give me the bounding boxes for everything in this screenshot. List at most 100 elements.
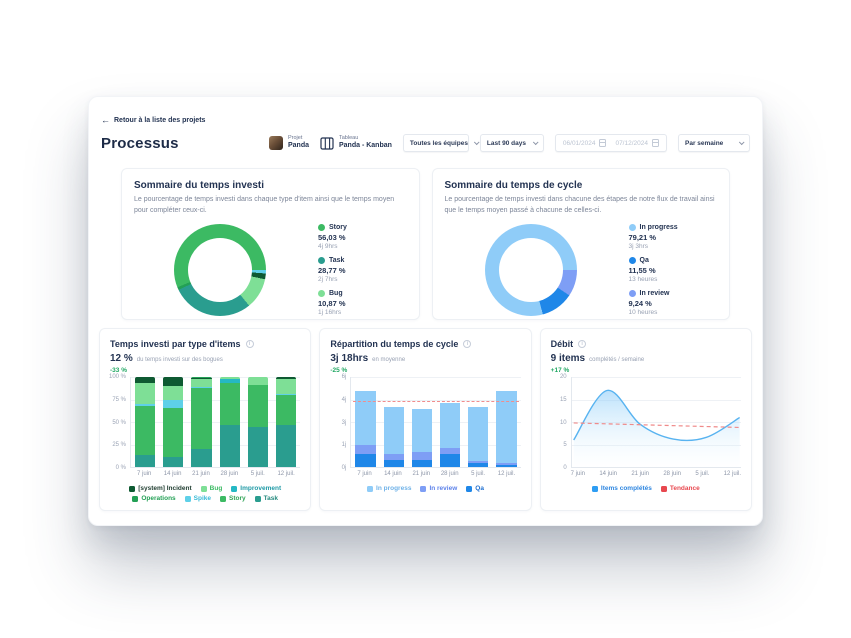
legend-dot-icon [628,290,636,297]
back-link-label: Retour à la liste des projets [114,117,206,124]
back-to-projects-link[interactable]: ← Retour à la liste des projets [101,116,205,125]
cycle-donut-chart [484,224,577,316]
throughput-legend: Items complétés Tendance [551,485,741,492]
cycle-time-stat-unit: en moyenne [372,357,406,363]
chart-legend-item[interactable]: Items complétés [591,485,652,492]
chart-legend-item[interactable]: Story [220,495,246,502]
throughput-delta: +17 % [550,367,570,374]
date-range-select-value: Last 90 days [486,139,526,147]
chart-legend-item[interactable]: Qa [466,485,484,492]
invested-donut-chart [174,224,266,316]
board-name: Panda - Kanban [339,142,392,150]
legend-swatch-icon [129,485,136,492]
cycle-summary-description: Le pourcentage de temps investi dans cha… [444,196,715,214]
legend-swatch-icon [184,495,191,502]
legend-swatch-icon [132,495,139,502]
throughput-stat: 9 items [550,353,586,364]
bar-column[interactable] [244,377,272,467]
bar-column[interactable] [436,377,464,467]
legend-swatch-icon [420,485,427,492]
throughput-card: Débit 9 items complétés / semaine +17 % … [539,328,752,511]
chevron-down-icon [473,139,480,146]
info-icon[interactable] [578,340,587,348]
cycle-time-stat: 3j 18hrs [330,353,369,364]
cycle-time-title: Répartition du temps de cycle [330,339,459,349]
bar-column[interactable] [492,377,520,467]
legend-swatch-icon [200,485,207,492]
bar-column[interactable] [351,377,379,467]
back-arrow-icon: ← [101,115,110,125]
window-header: ← Retour à la liste des projets Processu… [89,97,762,152]
granularity-select[interactable]: Par semaine [678,134,750,152]
legend-dot-icon [628,257,636,264]
bar-column[interactable] [464,377,492,467]
bar-column[interactable] [408,377,436,467]
invested-summary-card: Sommaire du temps investi Le pourcentage… [121,168,420,320]
chart-legend-item[interactable]: Operations [132,495,176,502]
legend-dot-icon [318,257,325,264]
invested-by-type-title: Temps investi par type d'items [110,339,241,349]
legend-dot-icon [318,290,325,297]
bar-column[interactable] [272,377,300,467]
project-label: Projet [287,135,303,142]
legend-swatch-icon [466,485,473,492]
chart-legend-item[interactable]: Improvement [231,485,281,492]
legend-swatch-icon [591,485,598,492]
project-avatar [268,136,283,150]
date-range-select[interactable]: Last 90 days [479,134,544,152]
legend-swatch-icon [231,485,238,492]
chart-legend-item[interactable]: Tendance [660,485,700,492]
bar-column[interactable] [131,377,159,467]
date-from-value: 06/01/2024 [562,139,596,147]
board-label: Tableau [339,135,359,142]
chart-legend-item[interactable]: [system] Incident [129,485,192,492]
cycle-summary-card: Sommaire du temps de cycle Le pourcentag… [431,168,730,320]
invested-summary-title: Sommaire du temps investi [134,180,265,191]
page-title: Processus [101,134,179,152]
charts-row: Temps investi par type d'items 12 % du t… [89,328,762,511]
kanban-board-icon [320,136,334,150]
bar-column[interactable] [187,377,215,467]
legend-swatch-icon [254,495,261,502]
invested-by-type-card: Temps investi par type d'items 12 % du t… [99,328,312,511]
invested-by-type-stat-unit: du temps investi sur des bogues [136,357,223,363]
area-chart-svg [572,377,741,467]
header-controls: Projet Panda Tableau Panda - Kanban [268,134,750,152]
bar-column[interactable] [159,377,187,467]
summary-row: Sommaire du temps investi Le pourcentage… [89,168,762,320]
calendar-icon [599,139,607,147]
teams-select-value: Toutes les équipes [409,139,468,147]
date-range-inputs: 06/01/2024 07/12/2024 [554,134,667,152]
chart-legend-item[interactable]: In progress [367,485,411,492]
cycle-time-chart: 6j 4j 3j 1j 0j 7 juin 14 juin 21 juin 28 juin 5 j… [330,374,521,479]
date-to-input[interactable]: 07/12/2024 [615,139,659,147]
date-to-value: 07/12/2024 [615,139,648,147]
donut-legend-item: In progress 79,21 % 3j 3hrs [628,224,678,250]
invested-by-type-legend: [system] Incident Bug Improvement Operation… [110,485,300,502]
cycle-time-card: Répartition du temps de cycle 3j 18hrs e… [319,328,532,511]
throughput-stat-unit: complétés / semaine [589,357,645,363]
info-icon[interactable] [245,340,254,348]
chart-legend-item[interactable]: Task [254,495,278,502]
cycle-summary-title: Sommaire du temps de cycle [444,180,583,191]
donut-legend-item: Qa 11,55 % 13 heures [628,257,658,283]
teams-select[interactable]: Toutes les équipes [402,134,480,152]
invested-by-type-chart: 100 % 75 % 50 % 25 % 0 % 7 juin 14 juin 21 juin… [109,374,301,479]
bar-column[interactable] [216,377,244,467]
invested-by-type-delta: -33 % [110,367,127,374]
cycle-time-legend: In progress In review Qa [330,485,520,492]
date-from-input[interactable]: 06/01/2024 [563,139,607,147]
legend-swatch-icon [220,495,226,502]
donut-legend-item: Bug 10,87 % 1j 16hrs [318,290,346,316]
chart-legend-item[interactable]: Bug [200,485,222,492]
legend-swatch-icon [367,485,374,492]
legend-dot-icon [318,224,325,231]
info-icon[interactable] [463,340,472,348]
chart-legend-item[interactable]: Spike [184,495,211,502]
throughput-title: Débit [550,339,574,349]
invested-by-type-stat: 12 % [110,353,133,364]
legend-swatch-icon [660,485,667,492]
chart-legend-item[interactable]: In review [420,485,457,492]
bar-column[interactable] [380,377,408,467]
